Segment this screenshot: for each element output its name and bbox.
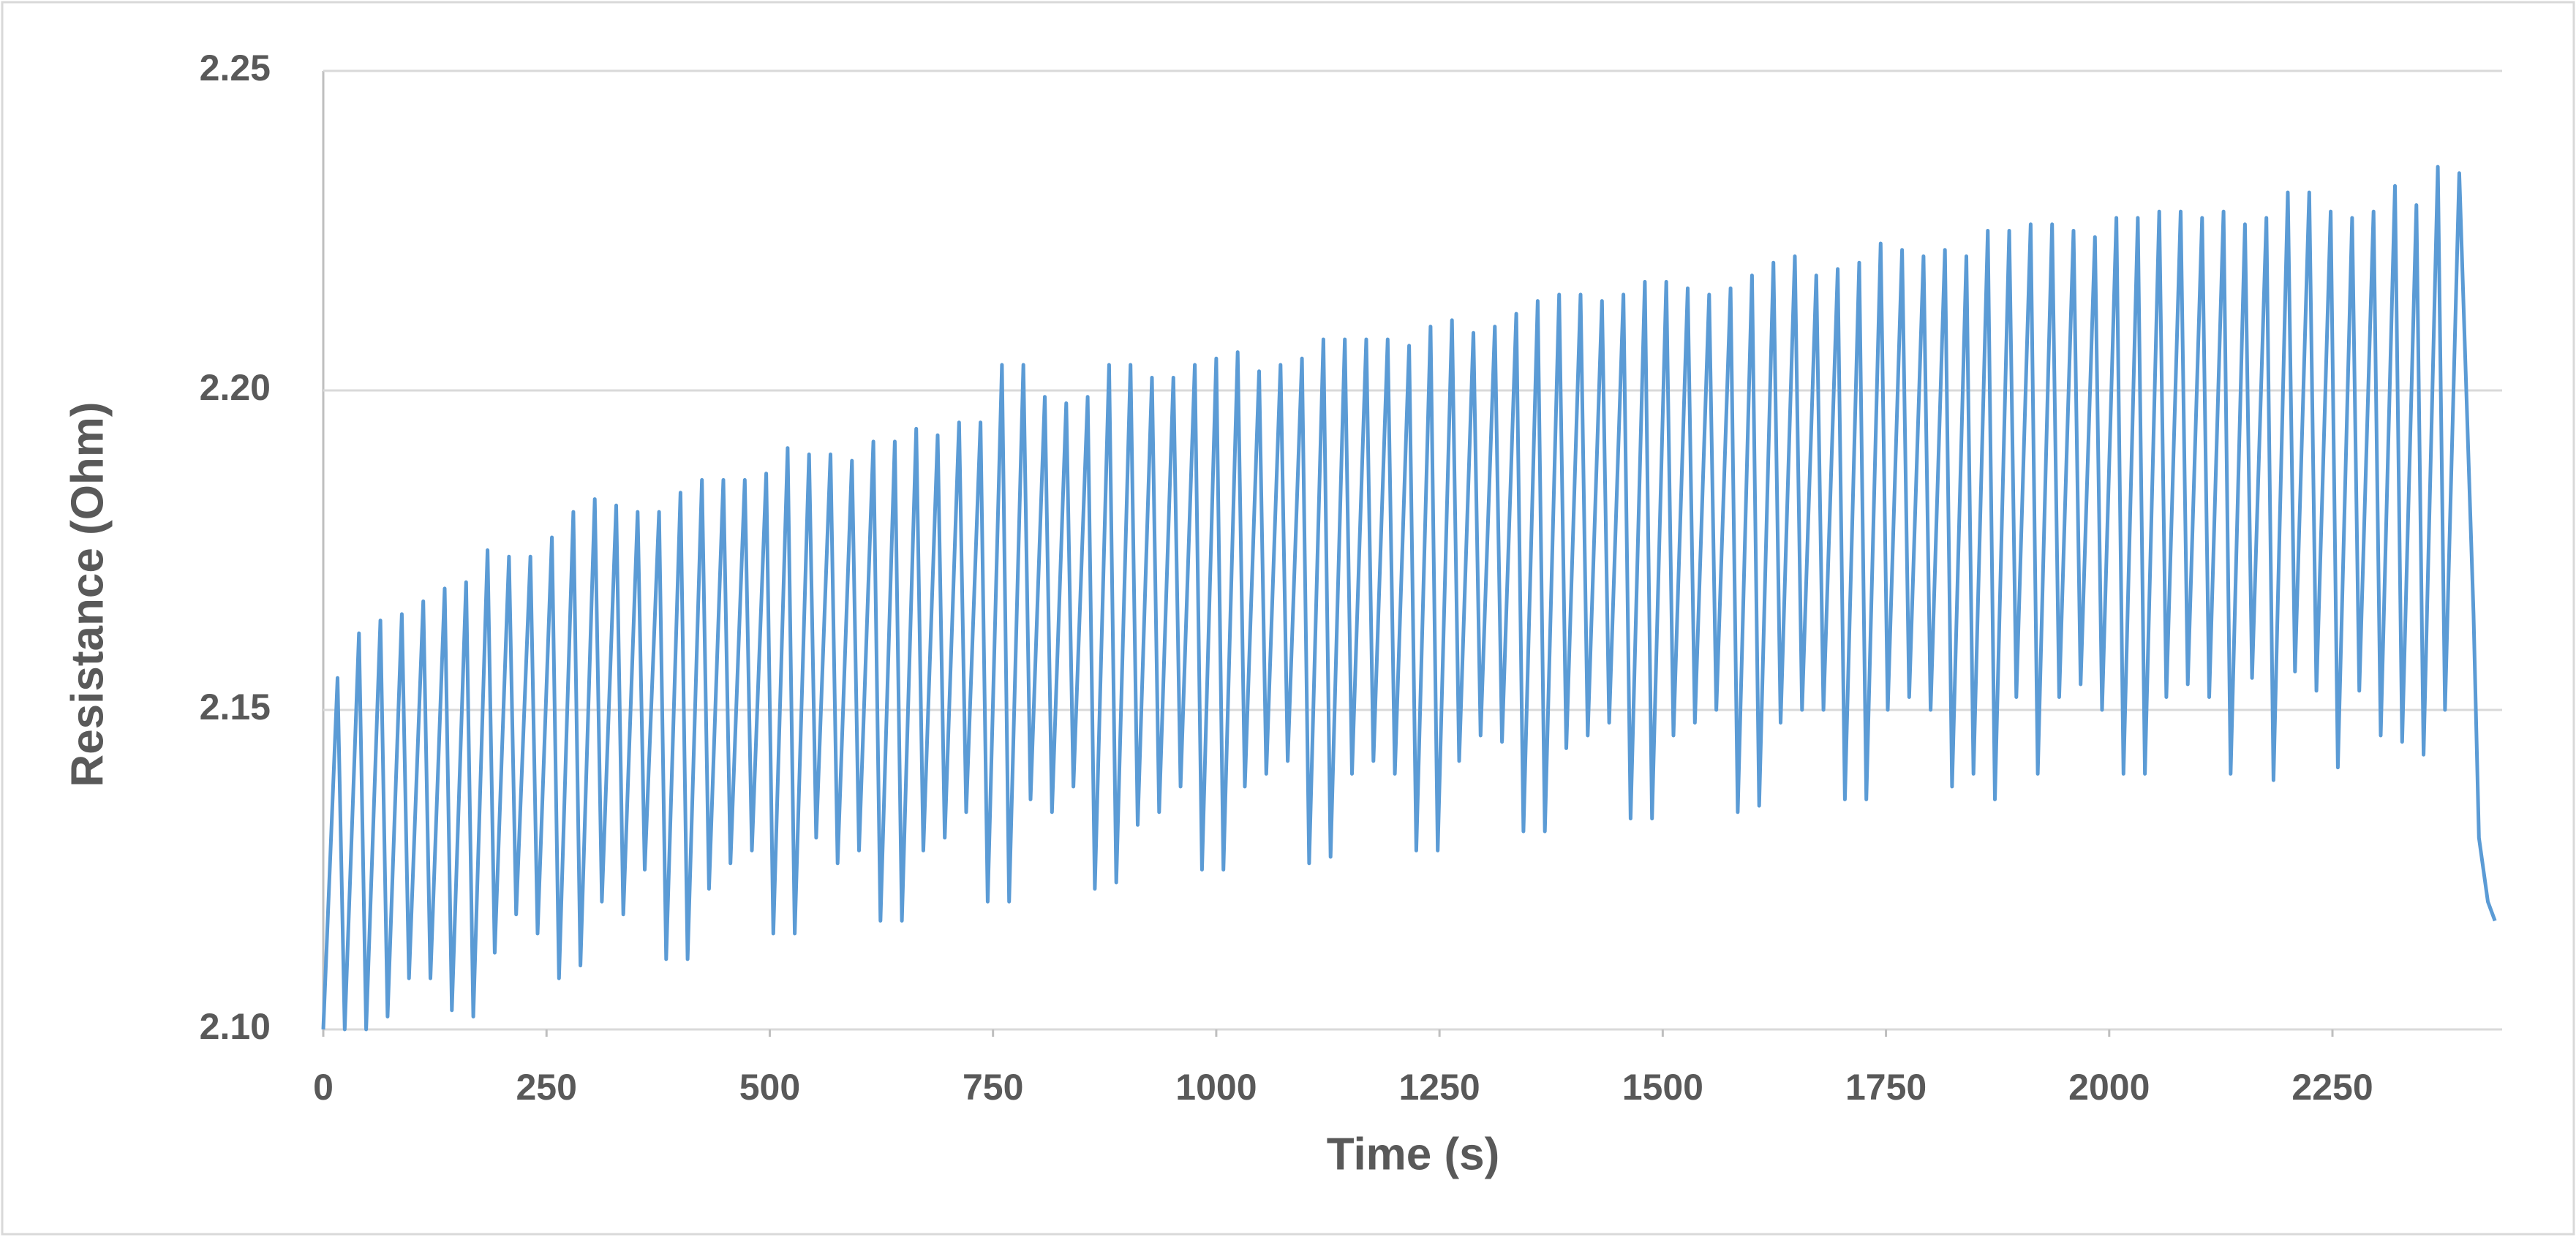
y-tick-label: 2.20 [200, 367, 271, 408]
x-tick-label: 1000 [1175, 1067, 1257, 1108]
y-tick-label: 2.15 [200, 687, 271, 727]
y-tick-label: 2.25 [200, 48, 271, 88]
y-tick-label: 2.10 [200, 1006, 271, 1047]
x-tick-label: 1750 [1845, 1067, 1927, 1108]
x-axis-title: Time (s) [1327, 1129, 1500, 1179]
x-tick-label: 500 [739, 1067, 800, 1108]
x-tick-label: 1250 [1399, 1067, 1480, 1108]
data-line [321, 165, 2497, 1032]
x-tick-label: 250 [516, 1067, 577, 1108]
x-tick-label: 750 [963, 1067, 1023, 1108]
x-tick-label: 2250 [2291, 1067, 2373, 1108]
y-axis-title: Resistance (Ohm) [62, 401, 113, 787]
x-tick-label: 0 [313, 1067, 334, 1108]
x-tick-label: 2000 [2068, 1067, 2150, 1108]
x-tick-label: 1500 [1622, 1067, 1703, 1108]
